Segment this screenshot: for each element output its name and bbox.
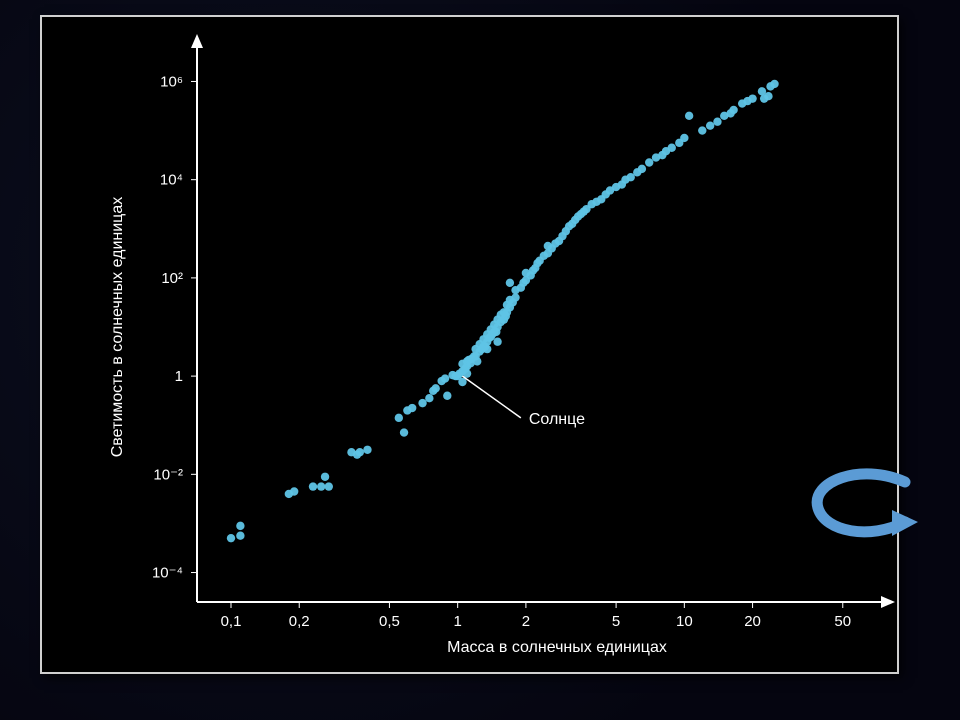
- x-tick-label: 0,1: [221, 613, 242, 630]
- data-point: [645, 158, 653, 166]
- return-arrow-body[interactable]: [817, 474, 905, 532]
- chart-frame: 0,1 0,2 0,5 1 2 5 10 20 50 Масса в солнечных един…: [40, 15, 899, 674]
- data-point: [443, 392, 451, 400]
- data-point: [483, 345, 491, 353]
- y-axis-label: Светимость в солнечных единицах: [109, 197, 126, 458]
- data-point: [290, 487, 298, 495]
- scatter-series: [227, 80, 779, 543]
- data-point: [363, 446, 371, 454]
- data-point: [729, 106, 737, 114]
- y-axis-arrowhead: [191, 34, 203, 48]
- y-tick-label: 1: [175, 368, 183, 385]
- x-tick-label: 20: [744, 613, 761, 630]
- x-tick-label: 5: [612, 613, 620, 630]
- data-point: [356, 448, 364, 456]
- data-point: [236, 522, 244, 530]
- return-arrow-head[interactable]: [892, 510, 918, 536]
- data-point: [764, 92, 772, 100]
- x-tick-label: 0,2: [289, 613, 310, 630]
- data-point: [506, 279, 514, 287]
- x-axis-arrowhead: [881, 596, 895, 608]
- data-point: [400, 428, 408, 436]
- data-point: [698, 126, 706, 134]
- data-point: [473, 357, 481, 365]
- x-tick-label: 50: [834, 613, 851, 630]
- data-point: [432, 384, 440, 392]
- x-tick-label: 10: [676, 613, 693, 630]
- data-point: [408, 404, 416, 412]
- y-tick-label: 10²: [161, 270, 183, 287]
- data-point: [309, 482, 317, 490]
- sun-annotation-label: Солнце: [529, 411, 585, 428]
- x-tick-label: 2: [522, 613, 530, 630]
- data-point: [638, 165, 646, 173]
- y-tick-label: 10⁻²: [153, 466, 183, 483]
- data-point: [227, 534, 235, 542]
- data-point: [441, 374, 449, 382]
- return-arrow-icon[interactable]: [800, 460, 920, 550]
- x-tick-label: 1: [453, 613, 461, 630]
- data-point: [425, 394, 433, 402]
- data-point: [325, 482, 333, 490]
- x-axis-label: Масса в солнечных единицах: [447, 639, 667, 656]
- data-point: [748, 94, 756, 102]
- y-tick-label: 10⁶: [160, 73, 183, 90]
- data-point: [321, 473, 329, 481]
- data-point: [317, 482, 325, 490]
- scatter-chart: 0,1 0,2 0,5 1 2 5 10 20 50 Масса в солнечных един…: [42, 17, 897, 672]
- sun-annotation-line: [462, 376, 520, 418]
- x-tick-label: 0,5: [379, 613, 400, 630]
- data-point: [668, 144, 676, 152]
- slide-root: 0,1 0,2 0,5 1 2 5 10 20 50 Масса в солнечных един…: [0, 0, 960, 720]
- data-point: [713, 118, 721, 126]
- y-tick-label: 10⁻⁴: [152, 565, 183, 582]
- data-point: [418, 399, 426, 407]
- data-point: [493, 338, 501, 346]
- data-point: [395, 414, 403, 422]
- data-point: [236, 532, 244, 540]
- data-point: [685, 112, 693, 120]
- data-point: [511, 293, 519, 301]
- data-point: [680, 134, 688, 142]
- data-point: [770, 80, 778, 88]
- y-tick-label: 10⁴: [160, 172, 183, 189]
- data-point: [706, 121, 714, 129]
